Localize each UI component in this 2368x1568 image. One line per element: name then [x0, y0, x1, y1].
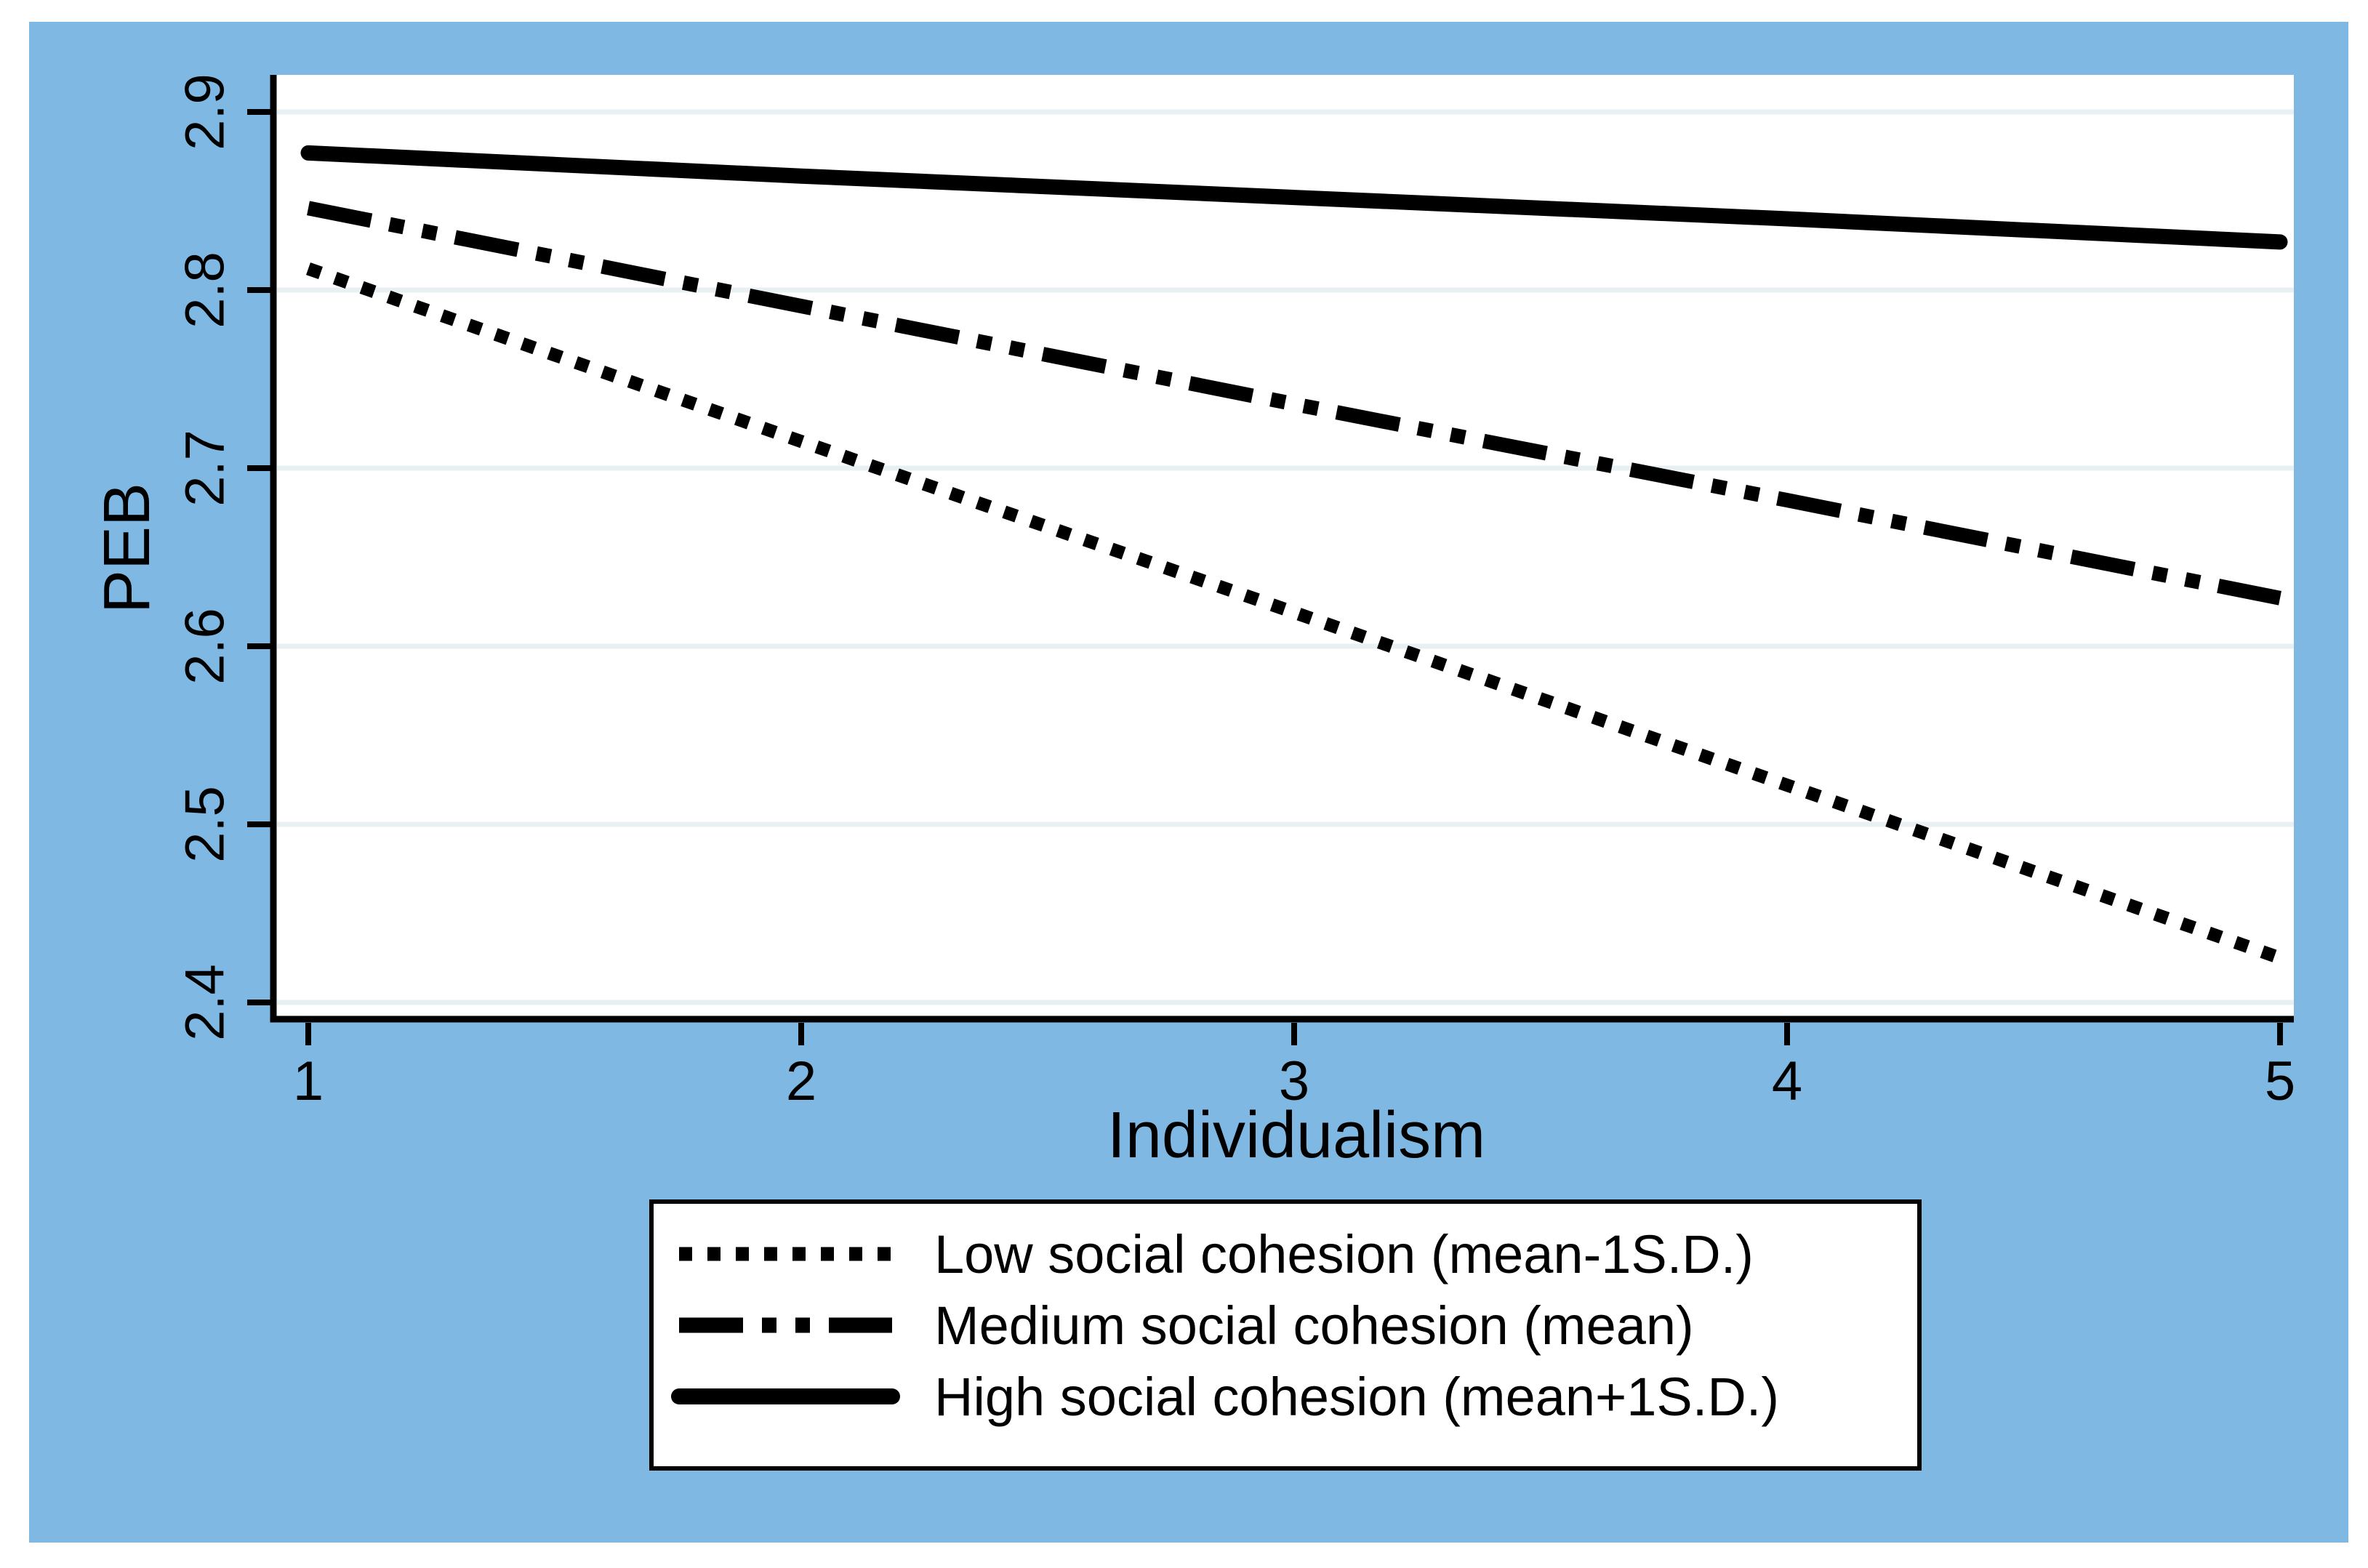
y-tick-label-2.4: 2.4: [174, 964, 236, 1041]
y-tick-label-2.7: 2.7: [174, 430, 236, 507]
series-line-dotted: [306, 262, 2282, 965]
gridlines: [277, 109, 2294, 1005]
x-axis-ticks: 1 2 3 4 5: [293, 1023, 2295, 1112]
x-tick-label-2: 2: [786, 1050, 816, 1112]
plot-area: [273, 75, 2294, 1019]
legend-label-high: High social cohesion (mean+1S.D.): [934, 1367, 1779, 1427]
y-tick-label-2.8: 2.8: [174, 252, 236, 329]
x-tick-label-1: 1: [293, 1050, 324, 1112]
y-tick-label-2.5: 2.5: [174, 786, 236, 863]
legend-box: [649, 1199, 1922, 1471]
x-axis-title: Individualism: [1107, 1099, 1485, 1172]
data-series: [300, 145, 2288, 965]
y-axis-title: PEB: [91, 483, 164, 614]
y-axis-ticks: 2.4 2.5 2.6 2.7 2.8 2.9: [174, 73, 270, 1041]
x-tick-label-3: 3: [1279, 1050, 1309, 1112]
y-tick-label-2.6: 2.6: [174, 608, 236, 685]
x-tick-label-5: 5: [2265, 1050, 2295, 1112]
legend-label-low: Low social cohesion (mean-1S.D.): [934, 1224, 1754, 1284]
legend: Low social cohesion (mean-1S.D.) Medium …: [649, 1199, 1922, 1471]
series-line-solid: [300, 145, 2288, 250]
axes: [270, 75, 2294, 1023]
series-line-dash-dot-dot: [307, 201, 2281, 606]
legend-label-medium: Medium social cohesion (mean): [934, 1295, 1694, 1356]
x-tick-label-4: 4: [1772, 1050, 1802, 1112]
y-tick-label-2.9: 2.9: [174, 73, 236, 150]
